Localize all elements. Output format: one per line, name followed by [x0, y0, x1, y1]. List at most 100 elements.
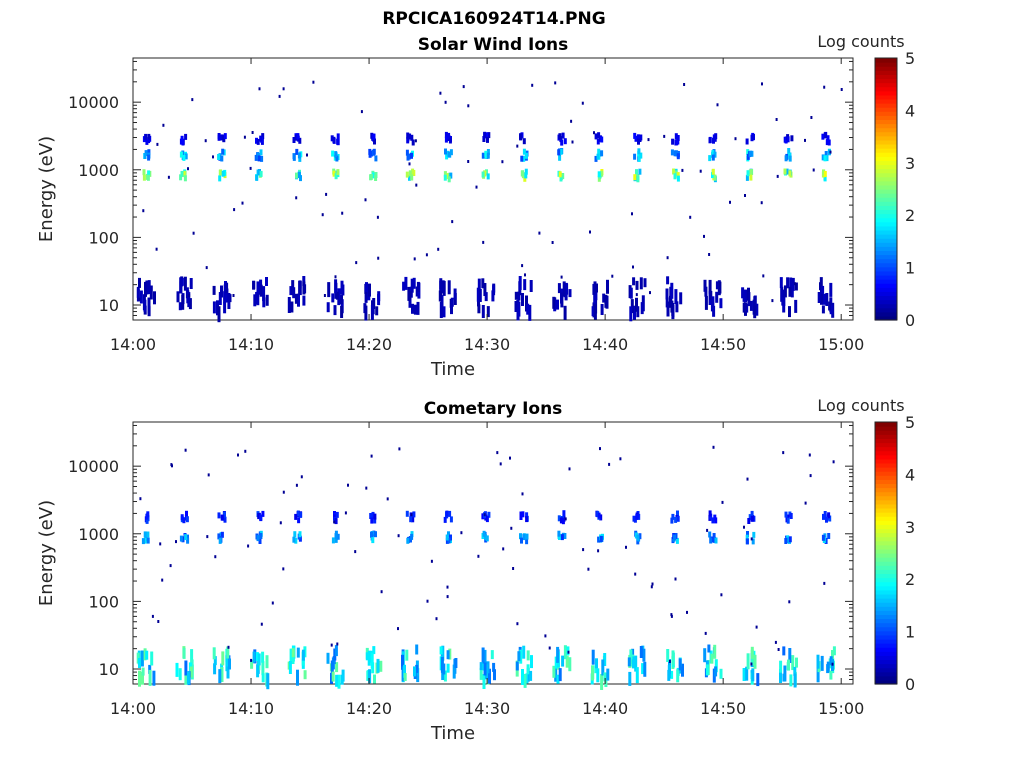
heatmap-cell [635, 513, 639, 520]
heatmap-cell [627, 657, 631, 667]
heatmap-cell [256, 535, 260, 542]
heatmap-cell [251, 131, 254, 134]
heatmap-cell [247, 544, 250, 548]
heatmap-cell [444, 100, 447, 104]
colorbar-step [875, 446, 897, 452]
heatmap-cell [256, 293, 260, 306]
heatmap-cell [262, 286, 266, 302]
heatmap-cell [256, 138, 260, 145]
heatmap-cell [519, 533, 522, 540]
heatmap-cell [788, 286, 792, 297]
heatmap-cell [501, 160, 504, 164]
heatmap-cell [552, 296, 556, 309]
heatmap-cell [557, 283, 561, 294]
heatmap-cell [406, 132, 410, 139]
heatmap-cell [530, 655, 533, 669]
heatmap-cell [446, 663, 450, 673]
heatmap-cell [635, 297, 638, 312]
heatmap-cell [147, 154, 151, 161]
heatmap-cell [143, 537, 147, 544]
heatmap-cell [442, 306, 446, 318]
heatmap-cell [447, 280, 451, 295]
heatmap-cell [191, 98, 194, 102]
heatmap-cell [142, 209, 145, 213]
heatmap-cell [256, 664, 260, 678]
heatmap-cell [563, 138, 567, 145]
heatmap-cell [632, 265, 634, 269]
colorbar-step [875, 557, 897, 562]
colorbar-step [875, 573, 897, 579]
colorbar-step [875, 602, 897, 607]
heatmap-cell [217, 134, 221, 141]
heatmap-cell [151, 614, 154, 618]
colorbar-step [875, 303, 897, 309]
heatmap-cell [483, 283, 487, 296]
heatmap-cell [519, 134, 523, 141]
heatmap-cell [437, 247, 440, 251]
heatmap-cell [676, 510, 679, 517]
heatmap-cell [188, 294, 191, 298]
heatmap-cell [415, 664, 419, 673]
heatmap-cell [649, 291, 651, 295]
heatmap-cell [450, 304, 453, 315]
heatmap-cell [638, 533, 642, 540]
heatmap-cell [704, 295, 708, 310]
heatmap-cell [147, 297, 151, 314]
heatmap-cell [674, 289, 678, 305]
heatmap-cell [372, 530, 376, 537]
heatmap-cell [715, 291, 719, 303]
heatmap-cell [486, 173, 490, 180]
heatmap-cell [181, 294, 185, 310]
colorbar-step [875, 262, 897, 268]
heatmap-cell [709, 537, 713, 544]
colorbar-step [875, 475, 897, 480]
heatmap-cell [762, 274, 765, 278]
heatmap-cell [587, 567, 590, 571]
heatmap-cell [746, 170, 750, 177]
heatmap-cell [745, 534, 749, 541]
heatmap-cell [483, 513, 486, 517]
heatmap-cell [787, 659, 790, 671]
heatmap-cell [156, 142, 159, 146]
colorbar-step [875, 74, 897, 80]
colorbar-step [875, 565, 897, 570]
heatmap-cell [481, 152, 485, 159]
heatmap-cell [558, 154, 562, 161]
heatmap-cell [708, 253, 711, 256]
heatmap-cell [628, 671, 632, 686]
heatmap-cell [411, 168, 415, 175]
heatmap-cell [438, 290, 442, 302]
heatmap-cell [745, 666, 749, 681]
heatmap-cell [397, 627, 399, 631]
heatmap-cell [144, 133, 148, 140]
heatmap-cell [483, 131, 487, 138]
heatmap-cell [523, 673, 527, 688]
heatmap-cell [402, 281, 406, 291]
heatmap-cell [493, 669, 496, 681]
colorbar-step [875, 242, 897, 247]
x-tick-label: 14:50 [700, 699, 746, 718]
heatmap-cell [560, 534, 564, 541]
heatmap-cell [442, 280, 446, 296]
heatmap-cell [711, 296, 715, 311]
heatmap-cell [783, 168, 787, 175]
heatmap-cell [181, 138, 185, 145]
heatmap-cell [824, 151, 828, 157]
heatmap-cell [753, 654, 757, 669]
colorbar-step [875, 606, 897, 611]
heatmap-cell [221, 148, 225, 155]
heatmap-cell [816, 654, 820, 669]
colorbar-step [875, 524, 897, 530]
heatmap-cell [295, 172, 298, 179]
colorbar-step [875, 246, 897, 251]
heatmap-cell [671, 513, 675, 520]
heatmap-cell [594, 133, 598, 140]
heatmap-cell [559, 148, 563, 155]
heatmap-cell [670, 149, 674, 156]
heatmap-cell [145, 517, 149, 524]
heatmap-cell [451, 220, 454, 224]
heatmap-cell [825, 293, 829, 306]
y-tick-label: 10000 [68, 457, 119, 476]
heatmap-cell [709, 290, 713, 300]
heatmap-cell [222, 136, 226, 143]
